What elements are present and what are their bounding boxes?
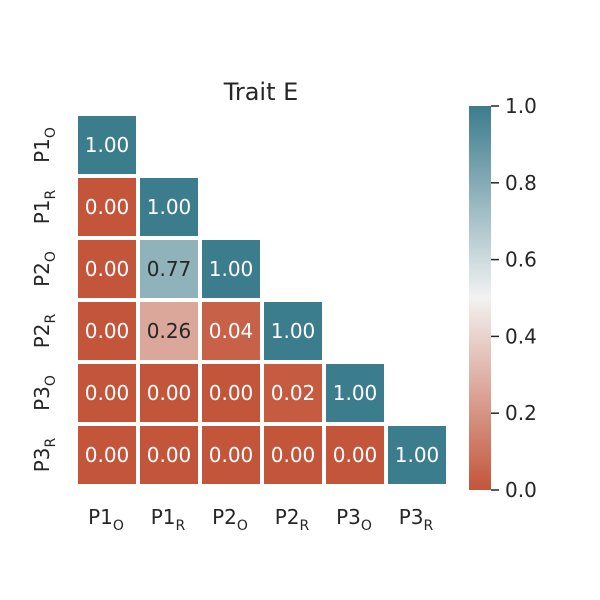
heatmap-cells: 1.00 0.00 1.00 0.00 0.77 1.00 0.00 0.26 0.04 1.00… [78, 116, 446, 484]
heatmap-cell [202, 240, 260, 298]
heatmap-cell [326, 426, 384, 484]
y-tick-label: P1R [30, 189, 59, 224]
cell-value-label: 1.00 [333, 381, 378, 405]
y-tick-label: P2R [30, 313, 59, 348]
x-tick-label: P3O [336, 505, 372, 534]
cell-value-label: 0.00 [85, 443, 130, 467]
cell-value-label: 0.00 [147, 381, 192, 405]
heatmap-cell [202, 426, 260, 484]
heatmap-cell [78, 426, 136, 484]
heatmap-cell [78, 240, 136, 298]
cell-value-label: 0.00 [209, 381, 254, 405]
y-tick-label: P2O [30, 251, 59, 287]
heatmap-cell [202, 364, 260, 422]
x-tick-label: P3R [399, 505, 434, 534]
cell-value-label: 0.00 [209, 443, 254, 467]
heatmap-cell [388, 426, 446, 484]
x-axis-tick-labels: P1O P1R P2O P2R P3O P3R [88, 505, 433, 534]
cell-value-label: 0.00 [85, 195, 130, 219]
x-tick-label: P1O [88, 505, 124, 534]
cell-value-label: 0.02 [271, 381, 316, 405]
colorbar-tick-label: 0.2 [505, 401, 537, 425]
heatmap-cell [140, 302, 198, 360]
colorbar-tick-label: 1.0 [505, 94, 537, 118]
heatmap-cell [78, 116, 136, 174]
colorbar-tick-label: 0.6 [505, 248, 537, 272]
cell-value-label: 0.04 [209, 319, 254, 343]
cell-value-label: 0.00 [85, 381, 130, 405]
heatmap-cell [78, 364, 136, 422]
heatmap-cell [78, 178, 136, 236]
cell-value-label: 1.00 [395, 443, 440, 467]
heatmap-cell [264, 426, 322, 484]
heatmap-cell [78, 302, 136, 360]
colorbar-tick-label: 0.8 [505, 171, 537, 195]
cell-value-label: 0.00 [333, 443, 378, 467]
cell-value-label: 0.00 [147, 443, 192, 467]
heatmap-cell [326, 364, 384, 422]
cell-value-label: 1.00 [271, 319, 316, 343]
heatmap-cell [264, 302, 322, 360]
y-axis-tick-labels: P1O P1R P2O P2R P3O P3R [30, 127, 59, 472]
cell-value-label: 0.26 [147, 319, 192, 343]
colorbar-tick-label: 0.0 [505, 478, 537, 502]
x-tick-label: P1R [151, 505, 186, 534]
cell-value-label: 1.00 [147, 195, 192, 219]
colorbar: 0.0 0.2 0.4 0.6 0.8 1.0 [469, 94, 537, 502]
chart-title: Trait E [223, 78, 299, 106]
x-tick-label: P2O [212, 505, 248, 534]
y-tick-label: P3O [30, 375, 59, 411]
cell-value-label: 0.77 [147, 257, 192, 281]
cell-value-label: 0.00 [85, 257, 130, 281]
y-tick-label: P1O [30, 127, 59, 163]
cell-value-label: 0.00 [271, 443, 316, 467]
cell-value-label: 1.00 [85, 133, 130, 157]
heatmap-cell [264, 364, 322, 422]
heatmap-cell [140, 364, 198, 422]
x-tick-label: P2R [275, 505, 310, 534]
y-tick-label: P3R [30, 437, 59, 472]
heatmap-cell [140, 240, 198, 298]
heatmap-cell [140, 426, 198, 484]
heatmap-cell [202, 302, 260, 360]
heatmap-cell [140, 178, 198, 236]
colorbar-tick-label: 0.4 [505, 324, 537, 348]
cell-value-label: 0.00 [85, 319, 130, 343]
cell-value-label: 1.00 [209, 257, 254, 281]
colorbar-gradient [469, 106, 491, 490]
